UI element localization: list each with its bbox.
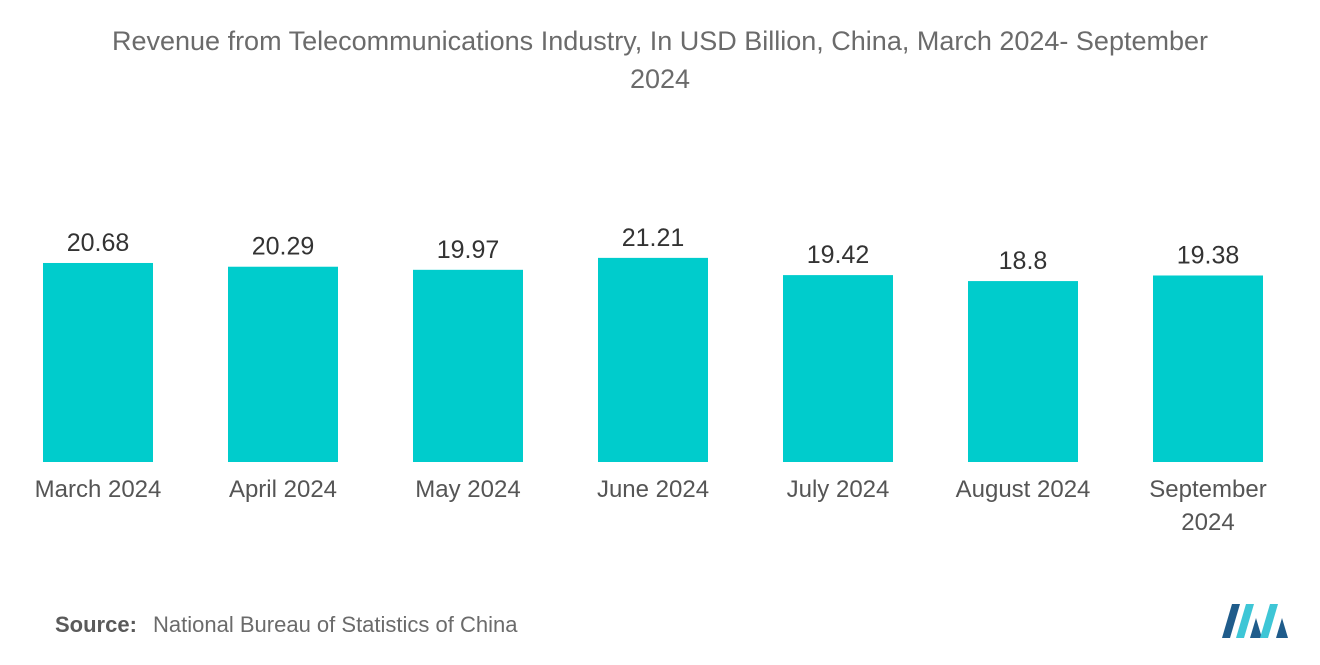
brand-logo-icon [1222, 604, 1288, 638]
x-tick-label-5: August 2024 [956, 476, 1091, 503]
data-label-1: 20.29 [252, 233, 315, 261]
bar-0 [43, 262, 153, 462]
x-tick-label-6-line0: September [1149, 476, 1266, 503]
bar-chart: 20.68 March 2024 20.29 April 2024 19.97 May 2… [35, 224, 1267, 536]
x-tick-label-1: April 2024 [229, 476, 337, 503]
x-tick-label-6-line1: 2024 [1181, 509, 1234, 536]
data-label-4: 19.42 [807, 241, 870, 269]
x-tick-label-3: June 2024 [597, 476, 709, 503]
bar-4 [783, 275, 893, 462]
bar-1 [228, 266, 338, 462]
chart-title-line2: 2024 [629, 64, 691, 94]
data-label-0: 20.68 [67, 229, 130, 257]
bar-5 [968, 281, 1078, 462]
x-tick-label-2: May 2024 [415, 476, 520, 503]
bar-6 [1153, 275, 1263, 462]
x-tick-label-0: March 2024 [35, 476, 162, 503]
chart-title-line1: Revenue from Telecommunications Industry… [111, 26, 1208, 56]
bar-3 [598, 257, 708, 462]
source-note: Source: National Bureau of Statistics of… [55, 612, 517, 638]
data-label-6: 19.38 [1177, 241, 1240, 269]
x-tick-label-4: July 2024 [787, 476, 890, 503]
chart-title: Revenue from Telecommunications Industry… [0, 22, 1320, 98]
source-label: Source: [55, 612, 137, 637]
data-label-3: 21.21 [622, 224, 685, 252]
bar-2 [413, 269, 523, 462]
data-label-2: 19.97 [437, 236, 500, 264]
data-label-5: 18.8 [999, 247, 1048, 275]
source-text: National Bureau of Statistics of China [153, 612, 518, 637]
